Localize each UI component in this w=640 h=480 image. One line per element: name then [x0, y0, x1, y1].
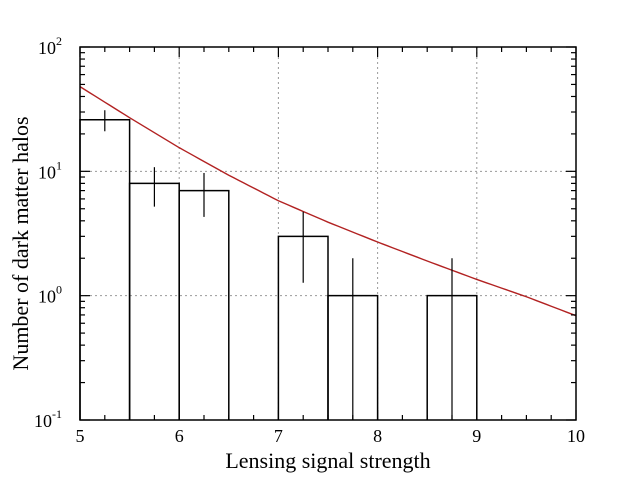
- y-tick-label: 100: [38, 283, 62, 307]
- x-tick-label: 8: [373, 426, 382, 446]
- x-tick-label: 6: [175, 426, 184, 446]
- histogram-layer: [79, 118, 478, 420]
- y-axis-label: Number of dark matter halos: [8, 116, 33, 370]
- error-bars-layer: [104, 110, 453, 420]
- model-curve: [79, 86, 577, 317]
- x-tick-label: 5: [76, 426, 85, 446]
- x-axis-label: Lensing signal strength: [225, 448, 430, 473]
- y-tick-label: 10-1: [34, 407, 62, 431]
- y-tick-labels: 10-1 100 101 102: [34, 34, 62, 431]
- x-tick-labels: 5 6 7 8 9 10: [76, 426, 586, 446]
- histogram-bar: [178, 189, 230, 420]
- axis-ticks: [79, 46, 577, 421]
- watermark-text: 头条号 / 博科园: [530, 455, 628, 472]
- y-tick-label: 102: [38, 34, 62, 58]
- model-curve-layer: [79, 86, 577, 317]
- histogram-bar: [128, 182, 180, 420]
- y-tick-label: 101: [38, 158, 62, 182]
- x-tick-label: 9: [472, 426, 481, 446]
- x-tick-label: 10: [567, 426, 585, 446]
- x-tick-label: 7: [274, 426, 283, 446]
- histogram-bar: [79, 118, 131, 420]
